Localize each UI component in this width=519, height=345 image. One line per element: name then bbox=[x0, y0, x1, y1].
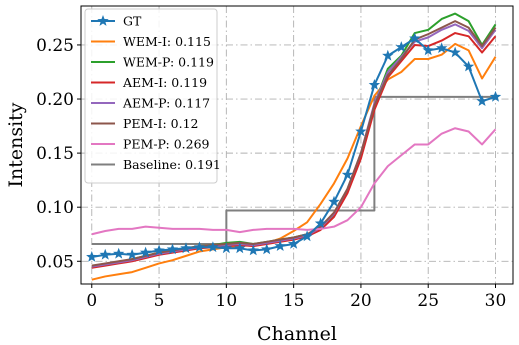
x-tick-label: 0 bbox=[86, 291, 97, 311]
gt-point-marker bbox=[113, 247, 125, 259]
gt-point-marker bbox=[476, 95, 488, 106]
gt-point-marker bbox=[382, 49, 394, 61]
gt-point-marker bbox=[180, 242, 192, 254]
axis-ticks: 0 5 10 15 20 25 30 0.05 0.10 0.15 0.20 0.25 bbox=[36, 36, 506, 311]
gt-point-marker bbox=[368, 79, 381, 90]
series-line-pem-p bbox=[91, 127, 497, 236]
y-tick-label: 0.20 bbox=[36, 90, 74, 110]
gt-point-marker bbox=[86, 251, 98, 262]
gt-point-marker bbox=[341, 168, 354, 180]
gt-point-marker bbox=[234, 242, 246, 254]
gt-point-marker bbox=[247, 244, 259, 256]
gt-point-marker bbox=[153, 244, 165, 256]
gt-point-marker bbox=[126, 248, 138, 260]
y-axis-label: Intensity bbox=[5, 102, 27, 187]
legend-entry-label: AEM-P: 0.117 bbox=[122, 96, 210, 111]
gt-point-marker bbox=[489, 90, 502, 102]
gt-point-marker bbox=[449, 46, 461, 58]
series-lines bbox=[86, 12, 502, 281]
legend-entry-label: GT bbox=[123, 14, 142, 29]
y-tick-label: 0.05 bbox=[36, 252, 74, 272]
x-tick-label: 30 bbox=[485, 291, 507, 311]
gt-point-marker bbox=[328, 195, 340, 207]
y-tick-label: 0.25 bbox=[36, 36, 74, 56]
gt-point-marker bbox=[287, 238, 300, 249]
gt-point-marker bbox=[99, 248, 111, 260]
gt-point-marker bbox=[301, 230, 313, 242]
y-tick-label: 0.10 bbox=[36, 198, 74, 218]
legend-box bbox=[84, 8, 218, 184]
gt-point-marker bbox=[314, 217, 327, 229]
series-line-baseline bbox=[91, 95, 496, 245]
gt-point-marker bbox=[207, 241, 219, 253]
legend: GT WEM-I: 0.115 WEM-P: 0.119 AEM-I: 0.119 AE… bbox=[84, 8, 221, 184]
legend-entry-label: WEM-I: 0.115 bbox=[123, 34, 211, 49]
gt-point-marker bbox=[139, 246, 152, 258]
gt-point-marker bbox=[166, 243, 179, 255]
gt-point-marker bbox=[422, 44, 434, 56]
gt-point-marker bbox=[261, 243, 273, 255]
gt-point-marker bbox=[274, 240, 286, 251]
legend-entry-label: PEM-P: 0.269 bbox=[123, 137, 210, 152]
gt-point-marker bbox=[220, 242, 233, 254]
legend-star-marker bbox=[97, 15, 109, 26]
x-tick-label: 10 bbox=[216, 291, 238, 311]
gt-point-marker bbox=[395, 41, 407, 52]
x-tick-label: 20 bbox=[350, 291, 372, 311]
x-tick-label: 15 bbox=[283, 291, 305, 311]
plot-frame bbox=[80, 5, 514, 285]
gt-point-marker bbox=[436, 42, 448, 53]
x-axis-label: Channel bbox=[257, 323, 337, 345]
legend-entry-label: PEM-I: 0.12 bbox=[123, 116, 199, 131]
legend-entry-label: AEM-I: 0.119 bbox=[122, 75, 207, 90]
gt-point-marker bbox=[355, 125, 367, 137]
legend-entry-label: WEM-P: 0.119 bbox=[123, 55, 214, 70]
legend-entry-label: Baseline: 0.191 bbox=[123, 157, 221, 172]
y-tick-label: 0.15 bbox=[36, 144, 74, 164]
gt-point-marker bbox=[409, 32, 421, 44]
x-tick-label: 25 bbox=[417, 291, 439, 311]
gt-point-marker bbox=[462, 60, 475, 72]
x-tick-label: 5 bbox=[154, 291, 165, 311]
gt-point-marker bbox=[193, 241, 206, 253]
series-line-wem-i bbox=[91, 42, 497, 281]
